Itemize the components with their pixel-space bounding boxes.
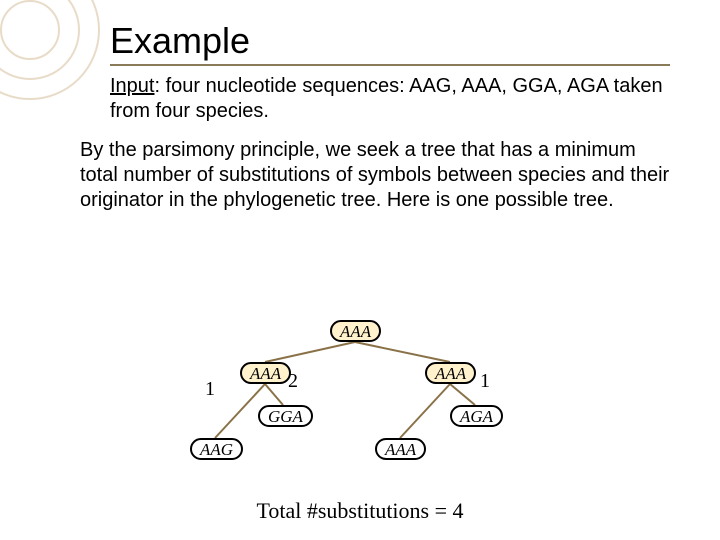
- content-area: Example Input: four nucleotide sequences…: [0, 0, 720, 213]
- tree-node-aga: AGA: [450, 405, 503, 427]
- input-text: : four nucleotide sequences: AAG, AAA, G…: [110, 75, 663, 122]
- input-label: Input: [110, 75, 154, 97]
- caption: Total #substitutions = 4: [0, 498, 720, 524]
- tree-node-root: AAA: [330, 320, 381, 342]
- input-description: Input: four nucleotide sequences: AAG, A…: [110, 74, 670, 124]
- edge-label: 1: [205, 378, 215, 401]
- paragraph: By the parsimony principle, we seek a tr…: [80, 138, 670, 213]
- tree-node-rint: AAA: [425, 362, 476, 384]
- title-underline: [110, 64, 670, 66]
- edge-label: 1: [480, 370, 490, 393]
- tree-edges: [150, 320, 570, 500]
- tree-node-aag: AAG: [190, 438, 243, 460]
- edge-label: 2: [288, 370, 298, 393]
- phylogenetic-tree: AAAAAAAAAGGAAGAAAGAAA121: [150, 320, 570, 500]
- tree-node-gga: GGA: [258, 405, 313, 427]
- corner-decoration: [0, 0, 100, 100]
- page-title: Example: [110, 20, 670, 62]
- tree-node-aaa: AAA: [375, 438, 426, 460]
- tree-node-lint: AAA: [240, 362, 291, 384]
